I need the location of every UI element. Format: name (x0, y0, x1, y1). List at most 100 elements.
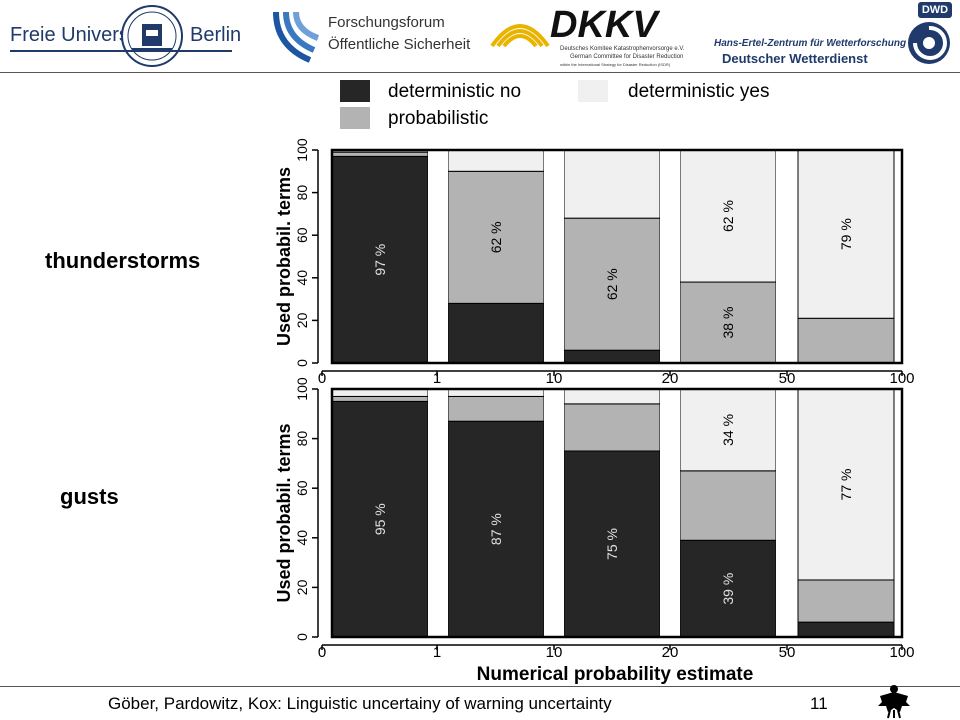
plot-frame (330, 387, 904, 639)
bar-probabilistic (331, 151, 429, 157)
data-label: 62 % (720, 200, 736, 232)
x-axis-title: Numerical probability estimate (477, 664, 754, 685)
y-tick-label: 0 (294, 359, 310, 367)
forschungsforum-logo-icon (273, 11, 320, 63)
y-tick-label: 60 (294, 480, 310, 496)
bar-probabilistic (447, 395, 545, 422)
legend-swatch-deterministic-no (340, 80, 370, 102)
dkkv-name: DKKV (550, 4, 658, 46)
legend-label-deterministic-no: deterministic no (388, 81, 521, 102)
interval-gap (428, 148, 448, 365)
x-tick-label: 1 (433, 644, 441, 661)
dkkv-line2: German Committee for Disaster Reduction (570, 54, 684, 60)
forum-line2: Öffentliche Sicherheit (328, 36, 471, 53)
x-tick-label: 10 (546, 370, 563, 387)
interval-gap (428, 387, 448, 639)
x-tick-label: 0 (318, 370, 326, 387)
y-tick-label: 80 (294, 185, 310, 201)
plot-frame (330, 148, 904, 365)
x-tick-label: 0 (318, 644, 326, 661)
y-axis-title: Used probabil. terms (274, 167, 294, 346)
data-label: 79 % (838, 218, 854, 250)
bar-deterministic-no (797, 621, 895, 638)
bar-probabilistic (797, 579, 895, 623)
y-tick-label: 20 (294, 312, 310, 328)
footer-citation: Göber, Pardowitz, Kox: Linguistic uncert… (108, 694, 612, 713)
bar-deterministic-no (331, 400, 429, 638)
data-label: 95 % (372, 503, 388, 535)
data-label: 87 % (488, 513, 504, 545)
interval-gap (776, 148, 796, 365)
fu-underline (10, 50, 232, 52)
x-tick-label: 50 (779, 370, 796, 387)
bar-deterministic-yes (447, 149, 545, 172)
header-logos: Freie Universität Berlin Forschungsforum… (0, 0, 960, 72)
dwd-badge: DWD (918, 2, 952, 18)
y-tick-label: 20 (294, 579, 310, 595)
dwd-line1: Hans-Ertel-Zentrum für Wetterforschung (714, 38, 907, 49)
x-tick-label: 100 (889, 370, 914, 387)
footer-rule (0, 686, 960, 687)
bar-deterministic-yes (797, 388, 895, 581)
header-rule (0, 72, 960, 73)
legend-swatch-probabilistic (340, 107, 370, 129)
interval-gap (544, 387, 564, 639)
bar-probabilistic (797, 317, 895, 364)
y-axis-title: Used probabil. terms (274, 423, 294, 602)
data-label: 77 % (838, 469, 854, 501)
dwd-swirl-icon (908, 22, 950, 64)
y-tick-label: 80 (294, 431, 310, 447)
page-number: 11 (810, 694, 828, 713)
interval-gap (776, 387, 796, 639)
dkkv-sun-icon (490, 24, 550, 48)
data-label: 62 % (488, 221, 504, 253)
bar-probabilistic (563, 403, 661, 452)
data-label: 39 % (720, 573, 736, 605)
x-tick-label: 1 (433, 370, 441, 387)
y-tick-label: 100 (294, 138, 310, 162)
dkkv-line3: within the International Strategy for Di… (560, 62, 671, 67)
y-tick-label: 0 (294, 633, 310, 641)
y-tick-label: 40 (294, 530, 310, 546)
bar-deterministic-no (447, 420, 545, 638)
dwd-badge-text: DWD (921, 4, 949, 16)
label-gusts: gusts (60, 484, 119, 509)
label-thunderstorms: thunderstorms (45, 248, 201, 273)
forum-line1: Forschungsforum (328, 14, 445, 31)
y-tick-label: 60 (294, 227, 310, 243)
x-tick-label: 20 (662, 370, 679, 387)
legend-label-probabilistic: probabilistic (388, 108, 488, 129)
x-tick-label: 50 (779, 644, 796, 661)
fu-name-left: Freie Universität (10, 24, 156, 46)
federal-eagle-icon (878, 685, 910, 719)
data-label: 38 % (720, 307, 736, 339)
fu-name-right: Berlin (190, 24, 242, 46)
bar-deterministic-no (563, 349, 661, 364)
bar-probabilistic (331, 395, 429, 402)
bar-deterministic-no (447, 302, 545, 364)
x-tick-label: 100 (889, 644, 914, 661)
bar-probabilistic (679, 470, 777, 541)
bar-deterministic-yes (563, 149, 661, 219)
y-tick-label: 40 (294, 270, 310, 286)
legend: deterministic no deterministic yes proba… (340, 80, 770, 129)
data-label: 34 % (720, 414, 736, 446)
x-tick-label: 20 (662, 644, 679, 661)
bar-deterministic-yes (563, 388, 661, 405)
bar-deterministic-yes (797, 149, 895, 319)
data-label: 75 % (604, 528, 620, 560)
legend-swatch-deterministic-yes (578, 80, 608, 102)
interval-gap (660, 387, 680, 639)
data-label: 97 % (372, 244, 388, 276)
legend-label-deterministic-yes: deterministic yes (628, 81, 770, 102)
data-label: 62 % (604, 268, 620, 300)
interval-gap (660, 148, 680, 365)
bar-deterministic-no (563, 450, 661, 638)
dwd-line2: Deutscher Wetterdienst (722, 51, 868, 66)
bar-probabilistic (679, 281, 777, 364)
interval-gap (544, 148, 564, 365)
y-tick-label: 100 (294, 377, 310, 401)
bar-deterministic-yes (679, 149, 777, 283)
